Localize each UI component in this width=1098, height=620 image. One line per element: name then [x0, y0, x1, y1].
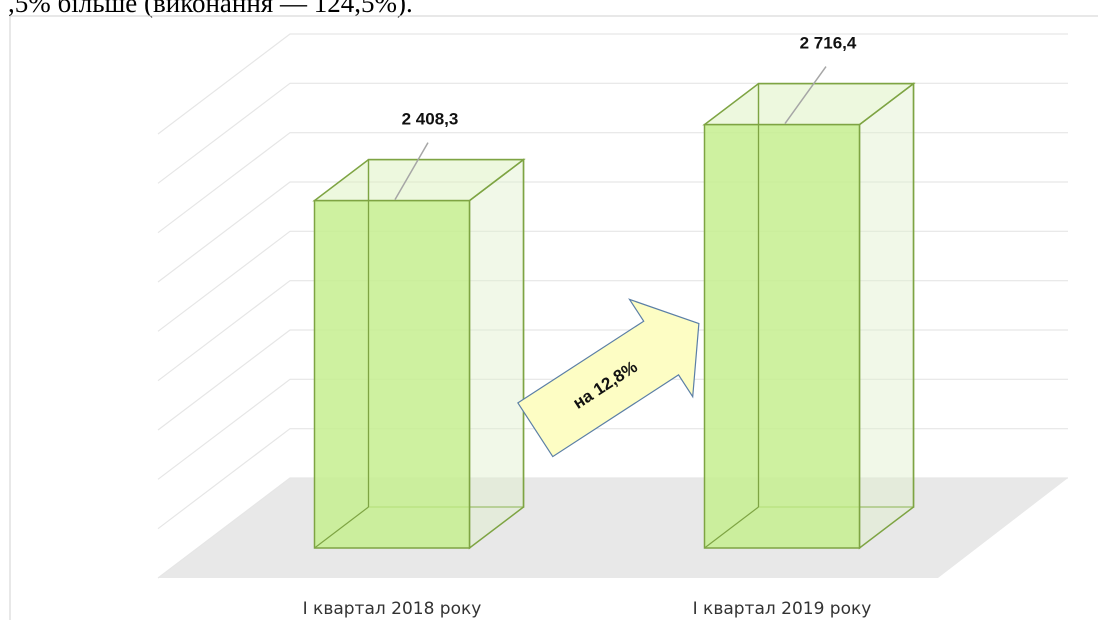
grid-line	[157, 132, 1068, 234]
grid-line	[157, 230, 1068, 332]
chart-border	[9, 15, 1098, 620]
arrow-shape	[517, 298, 700, 458]
leader-line	[394, 142, 429, 200]
x-tick-label: І квартал 2018 року	[303, 599, 482, 619]
bar-side	[858, 82, 915, 550]
bar-edge	[704, 506, 759, 549]
growth-arrow: на 12,8%	[517, 298, 700, 458]
value-label: 2 716,4	[800, 34, 857, 53]
bar-side	[468, 158, 525, 550]
bar	[313, 199, 471, 549]
grid-line	[157, 33, 1068, 135]
grid-line	[157, 181, 1068, 283]
floor	[158, 478, 1068, 578]
grid-line	[157, 82, 1068, 184]
header-text: ,5% більше (виконання — 124,5%).	[8, 0, 413, 18]
leader-line	[784, 66, 827, 125]
value-label: 2 408,3	[402, 110, 459, 129]
bar	[703, 123, 861, 549]
x-tick-label: І квартал 2019 року	[693, 599, 872, 619]
bar-edge	[314, 506, 369, 549]
